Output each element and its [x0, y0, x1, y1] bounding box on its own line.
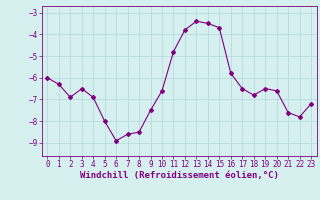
X-axis label: Windchill (Refroidissement éolien,°C): Windchill (Refroidissement éolien,°C)	[80, 171, 279, 180]
